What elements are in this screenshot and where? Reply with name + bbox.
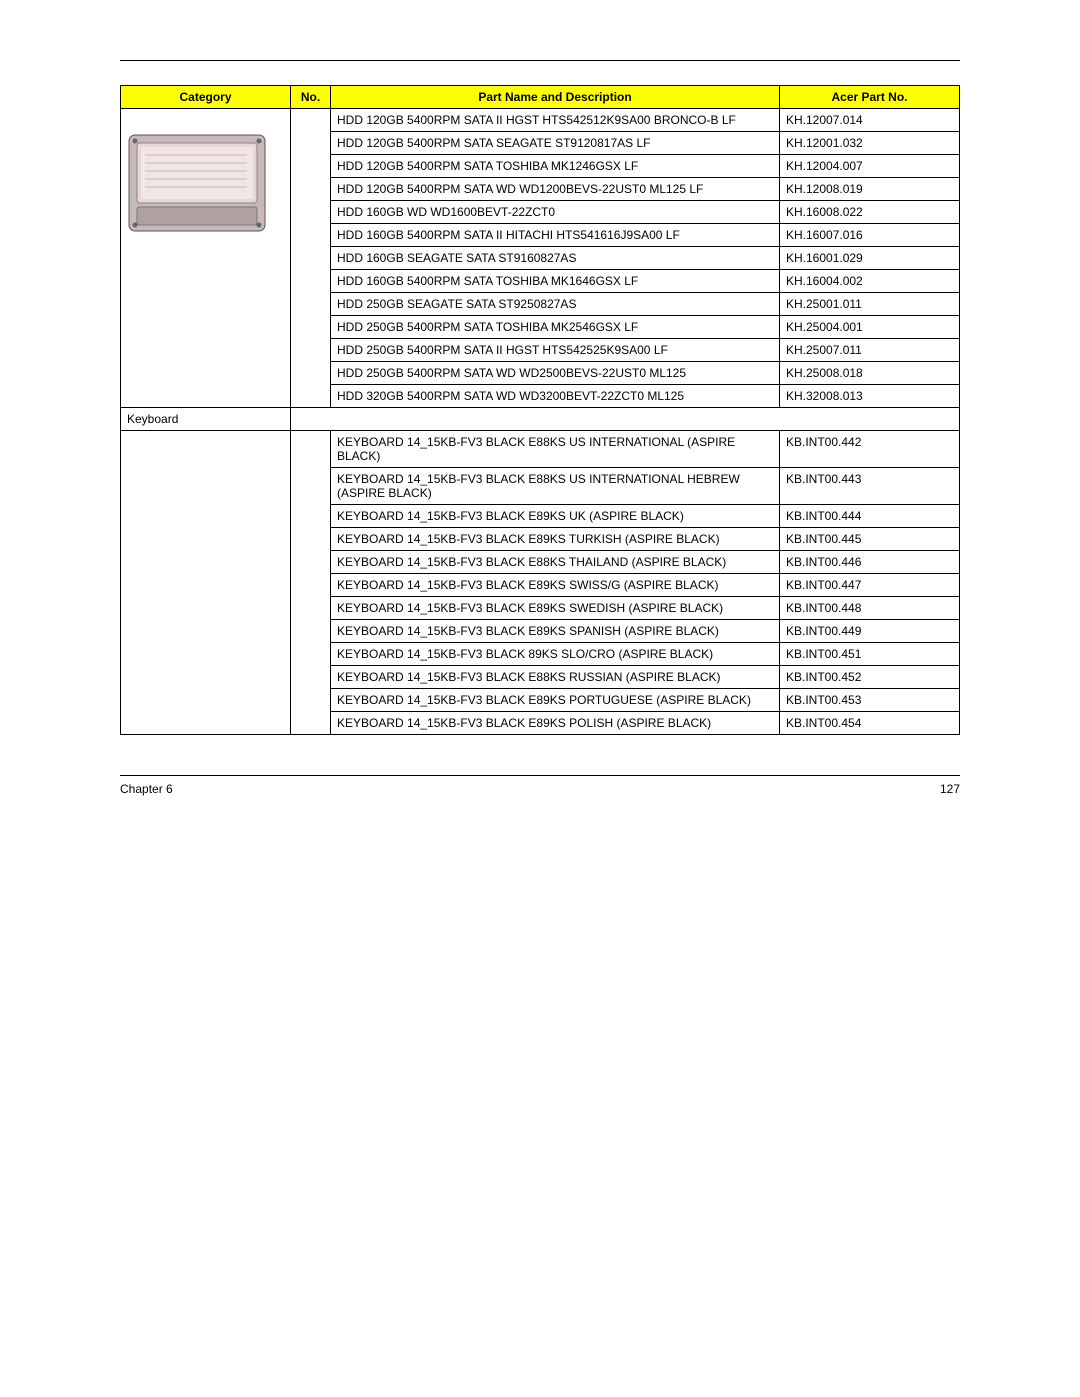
table-body: HDD 120GB 5400RPM SATA II HGST HTS542512… — [121, 109, 960, 735]
part-desc: HDD 250GB 5400RPM SATA II HGST HTS542525… — [331, 339, 780, 362]
parts-table: Category No. Part Name and Description A… — [120, 85, 960, 735]
part-number: KH.32008.013 — [780, 385, 960, 408]
part-desc: HDD 250GB 5400RPM SATA TOSHIBA MK2546GSX… — [331, 316, 780, 339]
part-number: KB.INT00.444 — [780, 505, 960, 528]
part-number: KB.INT00.442 — [780, 431, 960, 468]
category-label: Keyboard — [121, 408, 291, 431]
part-desc: HDD 160GB 5400RPM SATA TOSHIBA MK1646GSX… — [331, 270, 780, 293]
part-desc: HDD 250GB 5400RPM SATA WD WD2500BEVS-22U… — [331, 362, 780, 385]
col-category: Category — [121, 86, 291, 109]
part-number: KB.INT00.449 — [780, 620, 960, 643]
part-desc: KEYBOARD 14_15KB-FV3 BLACK E88KS THAILAN… — [331, 551, 780, 574]
part-number: KB.INT00.447 — [780, 574, 960, 597]
category-image-cell — [121, 431, 291, 735]
part-number: KH.16007.016 — [780, 224, 960, 247]
top-rule — [120, 60, 960, 61]
footer-right: 127 — [940, 782, 960, 796]
part-number: KH.25001.011 — [780, 293, 960, 316]
part-number: KH.16001.029 — [780, 247, 960, 270]
table-header-row: Category No. Part Name and Description A… — [121, 86, 960, 109]
table-row: HDD 120GB 5400RPM SATA II HGST HTS542512… — [121, 109, 960, 132]
category-image-cell — [121, 109, 291, 408]
part-desc: HDD 160GB WD WD1600BEVT-22ZCT0 — [331, 201, 780, 224]
part-number: KH.16008.022 — [780, 201, 960, 224]
part-desc: KEYBOARD 14_15KB-FV3 BLACK E88KS US INTE… — [331, 431, 780, 468]
part-desc: HDD 120GB 5400RPM SATA II HGST HTS542512… — [331, 109, 780, 132]
part-number: KH.12001.032 — [780, 132, 960, 155]
part-desc: KEYBOARD 14_15KB-FV3 BLACK E89KS POLISH … — [331, 712, 780, 735]
col-desc: Part Name and Description — [331, 86, 780, 109]
part-number: KH.25004.001 — [780, 316, 960, 339]
col-part: Acer Part No. — [780, 86, 960, 109]
part-desc: KEYBOARD 14_15KB-FV3 BLACK E89KS TURKISH… — [331, 528, 780, 551]
part-desc: HDD 120GB 5400RPM SATA TOSHIBA MK1246GSX… — [331, 155, 780, 178]
part-number: KB.INT00.454 — [780, 712, 960, 735]
part-number: KH.16004.002 — [780, 270, 960, 293]
part-number: KH.25007.011 — [780, 339, 960, 362]
part-number: KH.12007.014 — [780, 109, 960, 132]
part-number: KB.INT00.445 — [780, 528, 960, 551]
part-number: KH.12004.007 — [780, 155, 960, 178]
part-number: KB.INT00.453 — [780, 689, 960, 712]
part-desc: KEYBOARD 14_15KB-FV3 BLACK E89KS SWEDISH… — [331, 597, 780, 620]
part-desc: KEYBOARD 14_15KB-FV3 BLACK E88KS US INTE… — [331, 468, 780, 505]
col-no: No. — [291, 86, 331, 109]
part-desc: HDD 120GB 5400RPM SATA SEAGATE ST9120817… — [331, 132, 780, 155]
part-desc: HDD 250GB SEAGATE SATA ST9250827AS — [331, 293, 780, 316]
part-desc: KEYBOARD 14_15KB-FV3 BLACK E88KS RUSSIAN… — [331, 666, 780, 689]
no-cell — [291, 431, 331, 735]
table-row: KEYBOARD 14_15KB-FV3 BLACK E88KS US INTE… — [121, 431, 960, 468]
page-footer: Chapter 6 127 — [120, 775, 960, 796]
part-number: KB.INT00.451 — [780, 643, 960, 666]
page: Category No. Part Name and Description A… — [60, 0, 1020, 836]
part-number: KB.INT00.452 — [780, 666, 960, 689]
part-desc: HDD 160GB SEAGATE SATA ST9160827AS — [331, 247, 780, 270]
part-number: KB.INT00.443 — [780, 468, 960, 505]
part-desc: KEYBOARD 14_15KB-FV3 BLACK E89KS PORTUGU… — [331, 689, 780, 712]
hdd-image-icon — [127, 133, 267, 233]
table-row: Keyboard — [121, 408, 960, 431]
part-number: KB.INT00.448 — [780, 597, 960, 620]
part-desc: KEYBOARD 14_15KB-FV3 BLACK E89KS SWISS/G… — [331, 574, 780, 597]
part-desc: KEYBOARD 14_15KB-FV3 BLACK E89KS SPANISH… — [331, 620, 780, 643]
part-desc: HDD 160GB 5400RPM SATA II HITACHI HTS541… — [331, 224, 780, 247]
no-cell — [291, 109, 331, 408]
part-desc: HDD 120GB 5400RPM SATA WD WD1200BEVS-22U… — [331, 178, 780, 201]
category-spacer — [291, 408, 960, 431]
part-number: KB.INT00.446 — [780, 551, 960, 574]
footer-left: Chapter 6 — [120, 782, 173, 796]
part-number: KH.12008.019 — [780, 178, 960, 201]
part-desc: HDD 320GB 5400RPM SATA WD WD3200BEVT-22Z… — [331, 385, 780, 408]
part-number: KH.25008.018 — [780, 362, 960, 385]
part-desc: KEYBOARD 14_15KB-FV3 BLACK 89KS SLO/CRO … — [331, 643, 780, 666]
part-desc: KEYBOARD 14_15KB-FV3 BLACK E89KS UK (ASP… — [331, 505, 780, 528]
